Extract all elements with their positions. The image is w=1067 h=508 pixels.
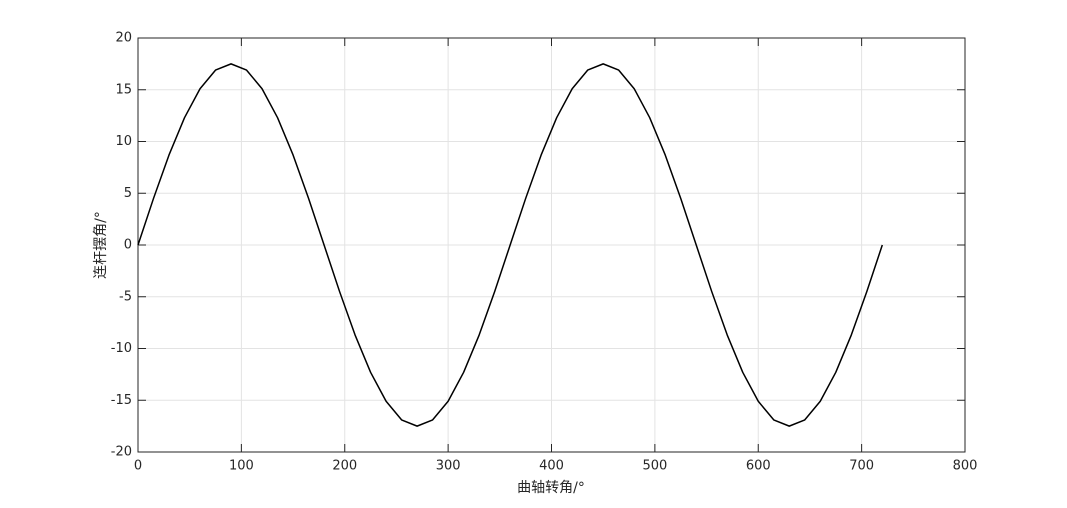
x-tick-label: 0 [134,459,142,474]
y-tick-label: 20 [115,31,132,46]
y-tick-label: 15 [115,82,132,97]
data-line [137,63,884,427]
y-tick-label: 0 [124,238,132,253]
y-tick-label: -10 [111,341,132,356]
y-axis-label: 连杆摆角/° [93,211,109,279]
y-tick-label: -5 [119,289,132,304]
x-tick-label: 100 [229,459,254,474]
x-tick-label: 300 [436,459,461,474]
y-tick-label: -20 [111,445,132,460]
y-tick-label: 10 [115,134,132,149]
x-tick-label: 200 [332,459,357,474]
x-tick-label: 600 [746,459,771,474]
x-tick-label: 400 [539,459,564,474]
x-axis-label: 曲轴转角/° [517,480,585,496]
x-tick-label: 700 [849,459,874,474]
y-tick-label: 5 [124,186,132,201]
x-tick-label: 800 [953,459,978,474]
x-tick-label: 500 [642,459,667,474]
y-tick-label: -15 [111,393,132,408]
